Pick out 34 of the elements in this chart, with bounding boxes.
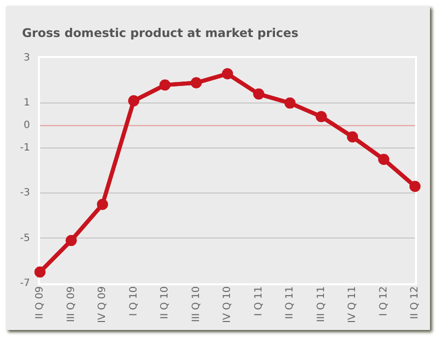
x-tick-label: II Q 11	[284, 286, 296, 320]
y-tick-label: 0	[24, 120, 30, 132]
y-tick-label: -7	[20, 278, 30, 289]
point	[346, 131, 358, 142]
x-tick-label: IV Q 11	[347, 286, 358, 324]
y-tick-label: 3	[24, 52, 30, 64]
x-tick-label: IV Q 10	[222, 286, 234, 324]
point	[66, 234, 77, 246]
point	[222, 68, 233, 80]
x-tick-label: II Q 10	[160, 286, 171, 320]
x-tick-label: III Q 09	[66, 286, 77, 322]
x-tick-label: III Q 10	[190, 286, 202, 322]
y-tick-label: -5	[20, 232, 30, 244]
x-tick-label: IV Q 09	[97, 286, 108, 324]
point	[159, 80, 170, 91]
y-tick-label: -3	[20, 188, 30, 199]
chart-title: Gross domestic product at market prices	[22, 26, 298, 40]
x-tick-label: I Q 12	[378, 286, 390, 316]
x-tick-label: III Q 11	[316, 286, 327, 322]
point	[190, 77, 202, 88]
point	[378, 154, 390, 165]
point	[253, 88, 264, 100]
point	[316, 111, 327, 122]
point	[410, 180, 420, 192]
x-tick-label: II Q 09	[34, 286, 46, 320]
x-tick-label: I Q 10	[128, 286, 140, 316]
x-tick-label: I Q 11	[253, 286, 264, 316]
point	[284, 98, 296, 109]
x-tick-label: II Q 12	[410, 286, 421, 320]
point	[34, 266, 46, 278]
point	[128, 95, 140, 106]
y-tick-label: 1	[24, 98, 30, 109]
point	[96, 198, 108, 210]
y-tick-label: -1	[20, 142, 30, 154]
